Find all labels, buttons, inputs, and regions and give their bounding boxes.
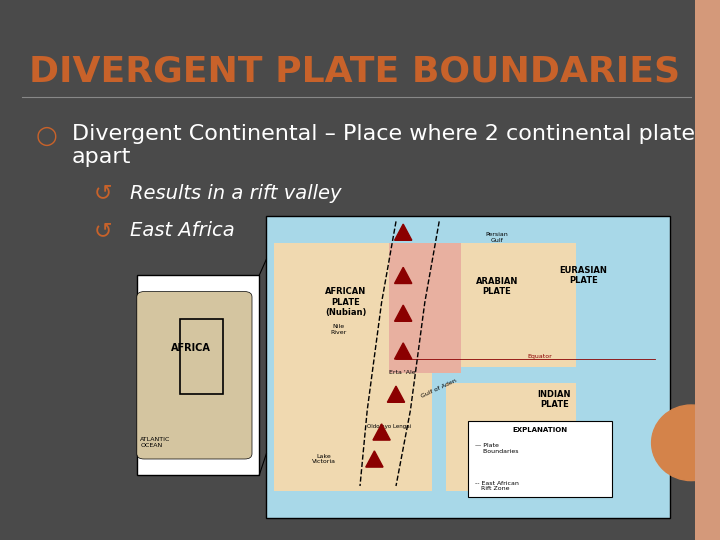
Bar bbox=[180, 319, 223, 394]
FancyBboxPatch shape bbox=[274, 243, 432, 491]
FancyBboxPatch shape bbox=[389, 243, 461, 373]
Text: Divergent Continental – Place where 2 continental plates are pulling
apart: Divergent Continental – Place where 2 co… bbox=[72, 124, 720, 167]
Text: East Africa: East Africa bbox=[130, 221, 234, 240]
Text: Equator: Equator bbox=[528, 354, 552, 359]
Text: Results in a rift valley: Results in a rift valley bbox=[130, 184, 341, 202]
Text: AFRICA: AFRICA bbox=[171, 343, 211, 353]
Text: EURASIAN
PLATE: EURASIAN PLATE bbox=[559, 266, 607, 285]
Text: ATLANTIC
OCEAN: ATLANTIC OCEAN bbox=[140, 437, 171, 448]
Text: AFRICAN
PLATE
(Nubian): AFRICAN PLATE (Nubian) bbox=[325, 287, 366, 318]
Polygon shape bbox=[395, 267, 412, 284]
Text: -- East African
   Rift Zone: -- East African Rift Zone bbox=[475, 481, 519, 491]
Text: Gulf of Aden: Gulf of Aden bbox=[420, 379, 458, 399]
FancyBboxPatch shape bbox=[446, 243, 576, 367]
Text: Lake
Victoria: Lake Victoria bbox=[312, 454, 336, 464]
Text: Nile
River: Nile River bbox=[330, 324, 346, 335]
Polygon shape bbox=[387, 386, 405, 402]
Text: ARABIAN
PLATE: ARABIAN PLATE bbox=[476, 276, 518, 296]
Polygon shape bbox=[373, 424, 390, 440]
Text: DIVERGENT PLATE BOUNDARIES: DIVERGENT PLATE BOUNDARIES bbox=[29, 54, 680, 88]
FancyBboxPatch shape bbox=[137, 275, 259, 475]
Polygon shape bbox=[395, 305, 412, 321]
Text: ○: ○ bbox=[36, 124, 58, 148]
FancyBboxPatch shape bbox=[468, 421, 612, 497]
Text: Persian
Gulf: Persian Gulf bbox=[485, 232, 508, 243]
FancyBboxPatch shape bbox=[266, 216, 670, 518]
Text: — Plate
    Boundaries: — Plate Boundaries bbox=[475, 443, 518, 454]
Polygon shape bbox=[366, 451, 383, 467]
Text: ↺: ↺ bbox=[94, 184, 112, 204]
FancyBboxPatch shape bbox=[446, 383, 576, 491]
Text: Oldoinyo Lengai: Oldoinyo Lengai bbox=[367, 424, 411, 429]
Text: Erta 'Ale: Erta 'Ale bbox=[389, 370, 415, 375]
FancyBboxPatch shape bbox=[137, 292, 252, 459]
Polygon shape bbox=[395, 224, 412, 240]
Text: INDIAN
PLATE: INDIAN PLATE bbox=[538, 390, 571, 409]
Text: AFRICAN
PLATE
(Somalian): AFRICAN PLATE (Somalian) bbox=[485, 449, 537, 480]
Polygon shape bbox=[395, 343, 412, 359]
Text: ↺: ↺ bbox=[94, 221, 112, 241]
Text: EXPLANATION: EXPLANATION bbox=[513, 427, 567, 433]
Ellipse shape bbox=[652, 405, 720, 481]
